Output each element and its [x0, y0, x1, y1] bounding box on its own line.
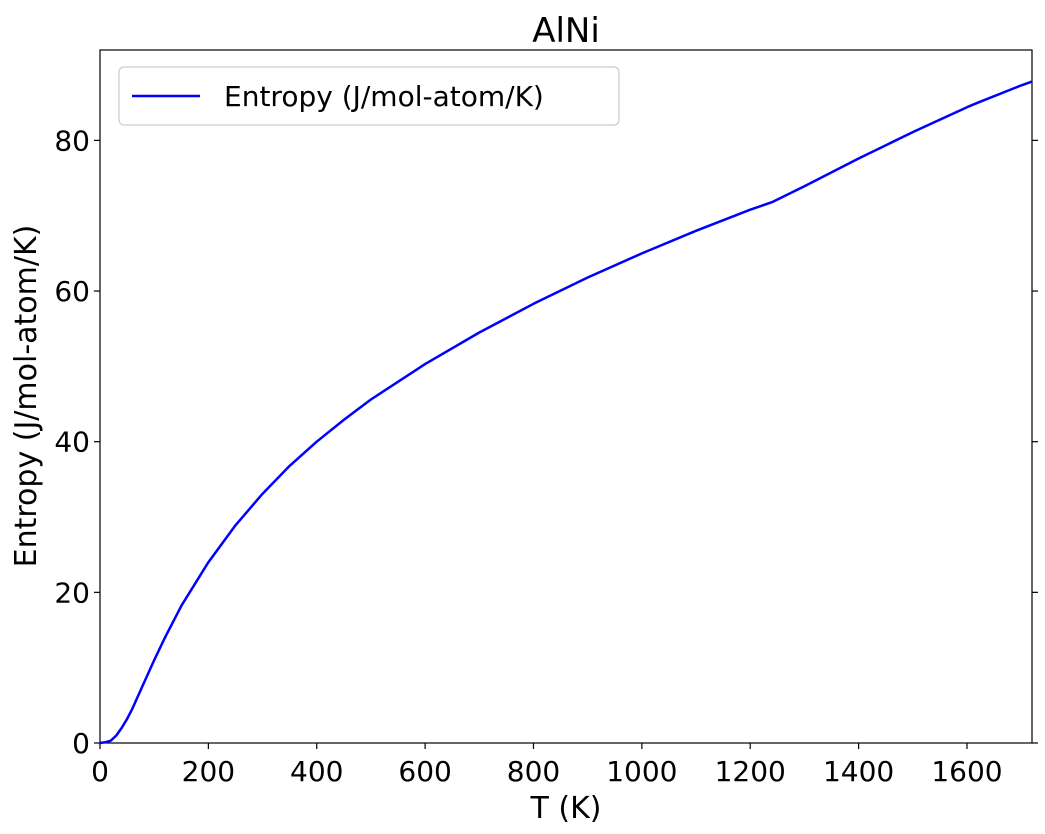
- plot-area: [99, 49, 1033, 744]
- y-axis-ticks: 0 20 40 60 80: [54, 124, 1038, 760]
- y-tick-label: 60: [54, 275, 90, 308]
- x-axis-title: T (K): [530, 791, 602, 826]
- x-tick-label: 400: [290, 755, 343, 788]
- x-axis-ticks: 0 200 400 600 800 1000 1200 1400 1600: [91, 743, 1003, 788]
- x-tick-label: 0: [91, 755, 109, 788]
- legend-label: Entropy (J/mol-atom/K): [224, 80, 544, 113]
- entropy-series-line: [99, 80, 1033, 745]
- x-tick-label: 1000: [606, 755, 677, 788]
- legend: Entropy (J/mol-atom/K): [118, 66, 620, 126]
- x-tick-label: 1400: [823, 755, 894, 788]
- x-tick-label: 600: [398, 755, 451, 788]
- legend-box: [118, 66, 620, 126]
- y-tick-label: 80: [54, 124, 90, 157]
- y-tick-label: 40: [54, 426, 90, 459]
- y-tick-label: 20: [54, 576, 90, 609]
- x-tick-label: 200: [182, 755, 235, 788]
- x-tick-label: 1200: [715, 755, 786, 788]
- chart-title: AlNi: [532, 11, 600, 51]
- x-tick-label: 800: [507, 755, 560, 788]
- y-tick-label: 0: [72, 727, 90, 760]
- x-tick-label: 1600: [931, 755, 1002, 788]
- y-axis-title: Entropy (J/mol-atom/K): [9, 225, 44, 568]
